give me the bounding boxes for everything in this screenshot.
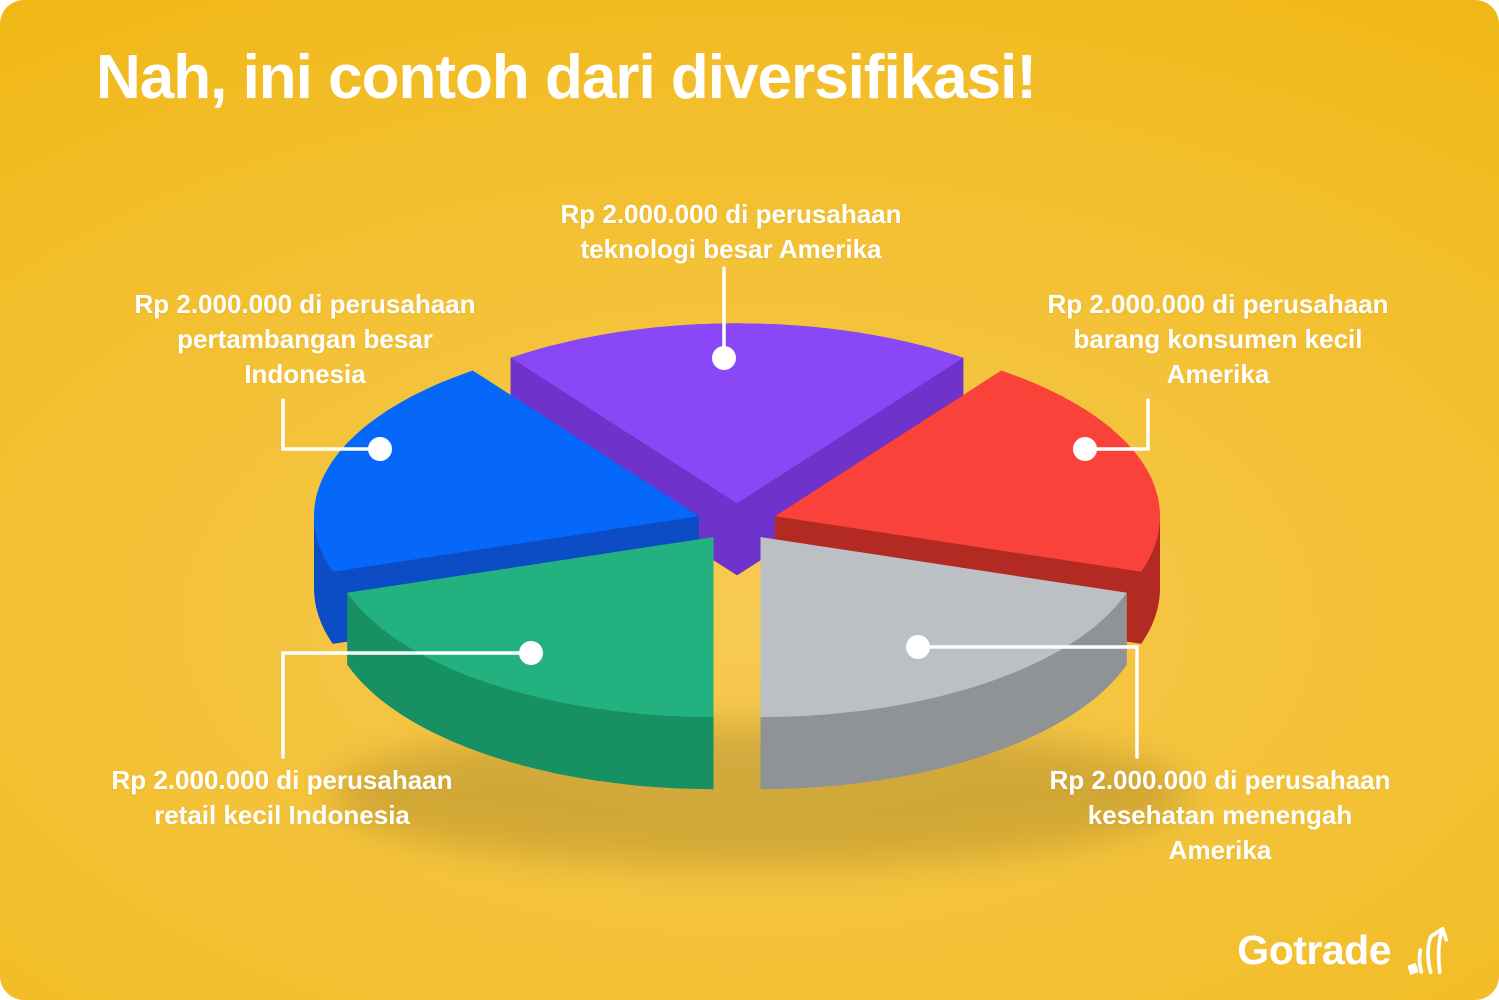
callout-line: barang konsumen kecil xyxy=(1073,324,1363,354)
callout-kesehatan: Rp 2.000.000 di perusahaan kesehatan men… xyxy=(1049,763,1390,868)
leader-dot xyxy=(519,641,543,665)
gotrade-logo: Gotrade xyxy=(1237,924,1449,976)
callout-line: Rp 2.000.000 di perusahaan xyxy=(1047,289,1389,319)
leader-dot xyxy=(906,635,930,659)
leader-teknologi xyxy=(712,266,736,370)
callout-line: Rp 2.000.000 di perusahaan xyxy=(1049,765,1391,795)
callout-line: Amerika xyxy=(1168,835,1272,865)
pie-slice-kesehatan xyxy=(760,537,1127,790)
callout-pertambangan: Rp 2.000.000 di perusahaan pertambangan … xyxy=(134,287,475,392)
callout-teknologi: Rp 2.000.000 di perusahaan teknologi bes… xyxy=(560,197,901,267)
leader-dot xyxy=(368,437,392,461)
leader-dot xyxy=(1073,437,1097,461)
page-title: Nah, ini contoh dari diversifikasi! xyxy=(96,43,1037,112)
callout-line: retail kecil Indonesia xyxy=(154,800,410,830)
callout-line: Indonesia xyxy=(244,359,366,389)
callout-barang-konsumen: Rp 2.000.000 di perusahaan barang konsum… xyxy=(1047,287,1388,392)
leader-retail xyxy=(281,641,543,759)
leader-barang-konsumen xyxy=(1073,398,1150,461)
callout-line: Rp 2.000.000 di perusahaan xyxy=(111,765,453,795)
leader-pertambangan xyxy=(281,398,392,461)
leader-line xyxy=(916,645,1139,759)
leader-line xyxy=(281,651,533,759)
gotrade-arrow-icon xyxy=(1407,926,1449,975)
callout-line: kesehatan menengah xyxy=(1087,800,1353,830)
callout-line: Amerika xyxy=(1166,359,1270,389)
callout-line: pertambangan besar xyxy=(177,324,433,354)
gotrade-logo-text: Gotrade xyxy=(1237,926,1391,973)
leader-line xyxy=(1083,398,1150,451)
callout-line: Rp 2.000.000 di perusahaan xyxy=(134,289,476,319)
callout-line: teknologi besar Amerika xyxy=(580,234,882,264)
callout-line: Rp 2.000.000 di perusahaan xyxy=(560,199,902,229)
callout-retail: Rp 2.000.000 di perusahaan retail kecil … xyxy=(111,763,452,833)
leader-line xyxy=(281,398,382,451)
leader-kesehatan xyxy=(906,635,1139,759)
leader-dot xyxy=(712,346,736,370)
